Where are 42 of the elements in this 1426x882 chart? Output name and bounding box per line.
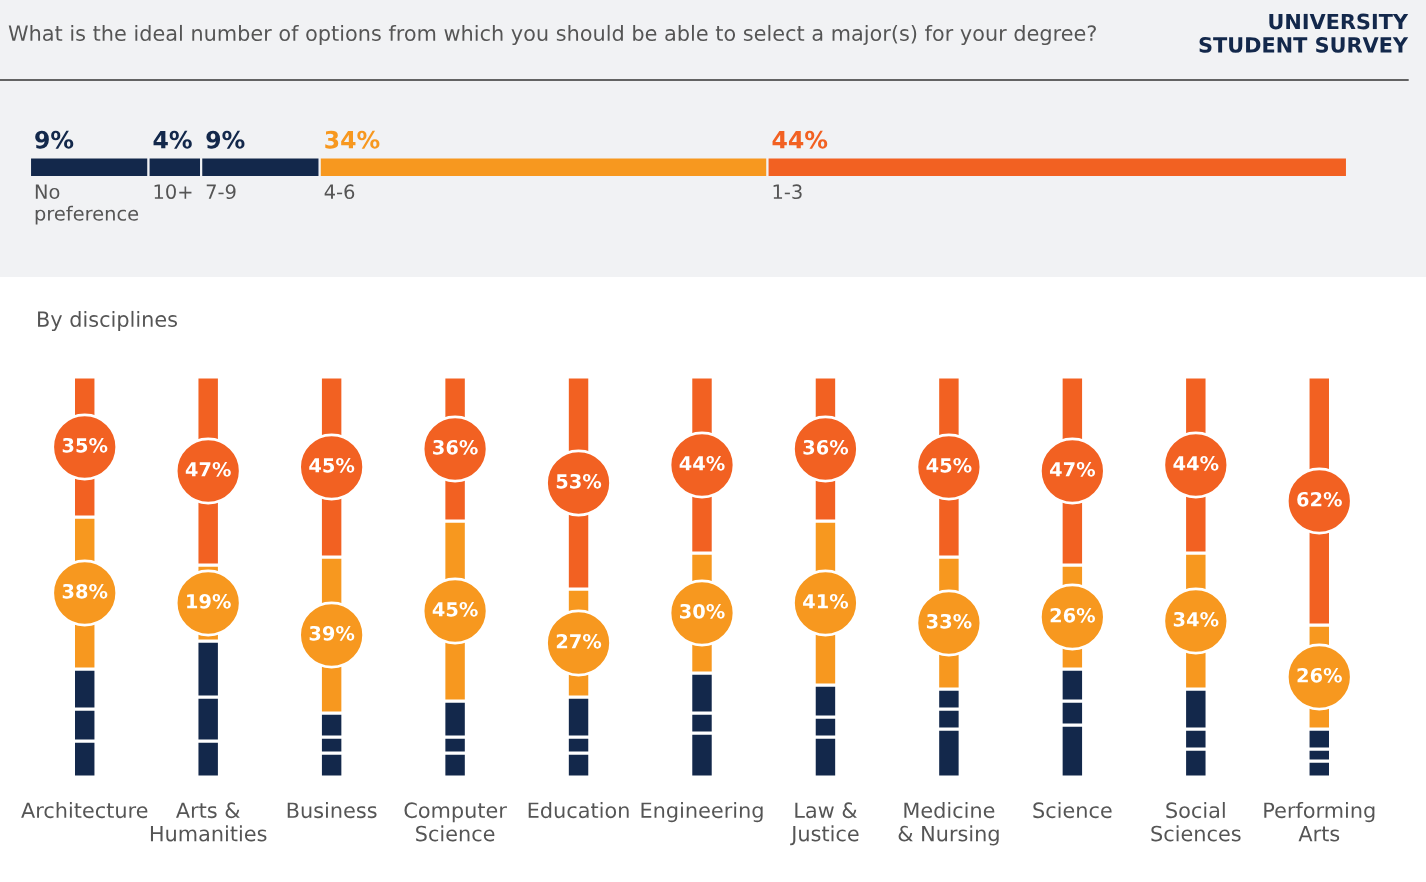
series-label: 4-6 bbox=[324, 184, 355, 200]
x-tick-label: Education bbox=[528, 802, 629, 819]
x-tick-label: Architecture bbox=[21, 802, 148, 819]
x-tick-label: Social Sciences bbox=[1151, 802, 1241, 842]
text: UNIVERSITY STUDENT SURVEY bbox=[1199, 13, 1409, 53]
data-label: 4% bbox=[153, 130, 192, 149]
x-tick-label: Medicine & Nursing bbox=[898, 802, 999, 846]
data-label: 45% bbox=[432, 601, 478, 617]
x-tick-label: Engineering bbox=[641, 802, 763, 823]
data-label: 47% bbox=[1049, 461, 1096, 477]
data-label: 45% bbox=[926, 457, 972, 473]
data-label: 9% bbox=[206, 130, 245, 149]
x-tick-label: Performing Arts bbox=[1264, 802, 1375, 842]
data-label: 62% bbox=[1297, 491, 1342, 507]
chart-title: What is the ideal number of options from which you should be able to select a major(s) for your degree? bbox=[8, 24, 1096, 46]
x-tick-label: Arts & Humanities bbox=[150, 802, 267, 842]
x-tick-label: Law & Justice bbox=[790, 802, 859, 846]
series-label: 7-9 bbox=[206, 184, 236, 200]
data-label: 39% bbox=[309, 625, 355, 641]
data-label: 36% bbox=[803, 439, 849, 455]
data-label: 33% bbox=[926, 613, 972, 629]
data-label: 34% bbox=[1173, 611, 1219, 627]
series-label: No preference bbox=[35, 184, 139, 225]
chart-title: By disciplines bbox=[38, 310, 178, 332]
data-label: 36% bbox=[433, 439, 478, 455]
data-label: 44% bbox=[772, 130, 828, 149]
data-label: 44% bbox=[1173, 455, 1219, 471]
series-label: 1-3 bbox=[773, 184, 802, 200]
data-label: 41% bbox=[803, 593, 849, 609]
data-label: 38% bbox=[62, 583, 108, 599]
series-label: 10+ bbox=[154, 184, 192, 200]
data-label: 9% bbox=[35, 130, 74, 149]
data-label: 45% bbox=[309, 457, 355, 473]
data-label: 30% bbox=[680, 603, 725, 619]
x-tick-label: Business bbox=[287, 802, 377, 819]
data-label: 53% bbox=[556, 473, 602, 489]
data-label: 34% bbox=[325, 130, 380, 149]
data-label: 47% bbox=[185, 461, 231, 477]
data-label: 35% bbox=[62, 437, 108, 453]
data-label: 44% bbox=[679, 455, 725, 471]
x-tick-label: Science bbox=[1033, 802, 1112, 819]
x-tick-label: Computer Science bbox=[404, 802, 507, 842]
